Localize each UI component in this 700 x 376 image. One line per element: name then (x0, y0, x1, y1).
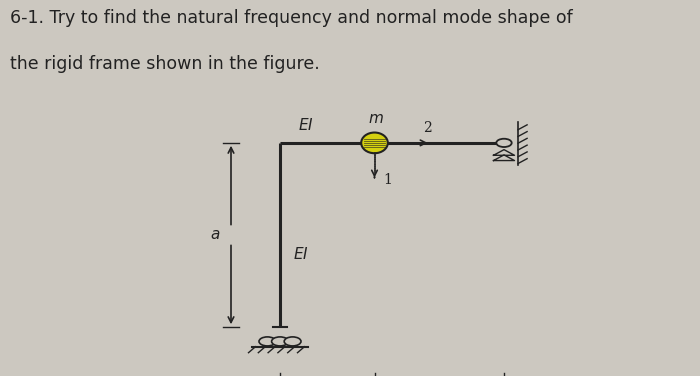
Text: $m$: $m$ (368, 112, 384, 126)
Text: the rigid frame shown in the figure.: the rigid frame shown in the figure. (10, 55, 321, 73)
Circle shape (496, 139, 512, 147)
Circle shape (272, 337, 288, 346)
Circle shape (259, 337, 276, 346)
Text: 2: 2 (424, 121, 433, 135)
Text: $EI$: $EI$ (298, 117, 313, 133)
Text: 6-1. Try to find the natural frequency and normal mode shape of: 6-1. Try to find the natural frequency a… (10, 9, 573, 27)
Circle shape (284, 337, 301, 346)
Text: 1: 1 (383, 173, 392, 187)
Text: $a$: $a$ (211, 228, 220, 242)
Ellipse shape (361, 132, 388, 153)
Text: $EI$: $EI$ (293, 246, 308, 262)
